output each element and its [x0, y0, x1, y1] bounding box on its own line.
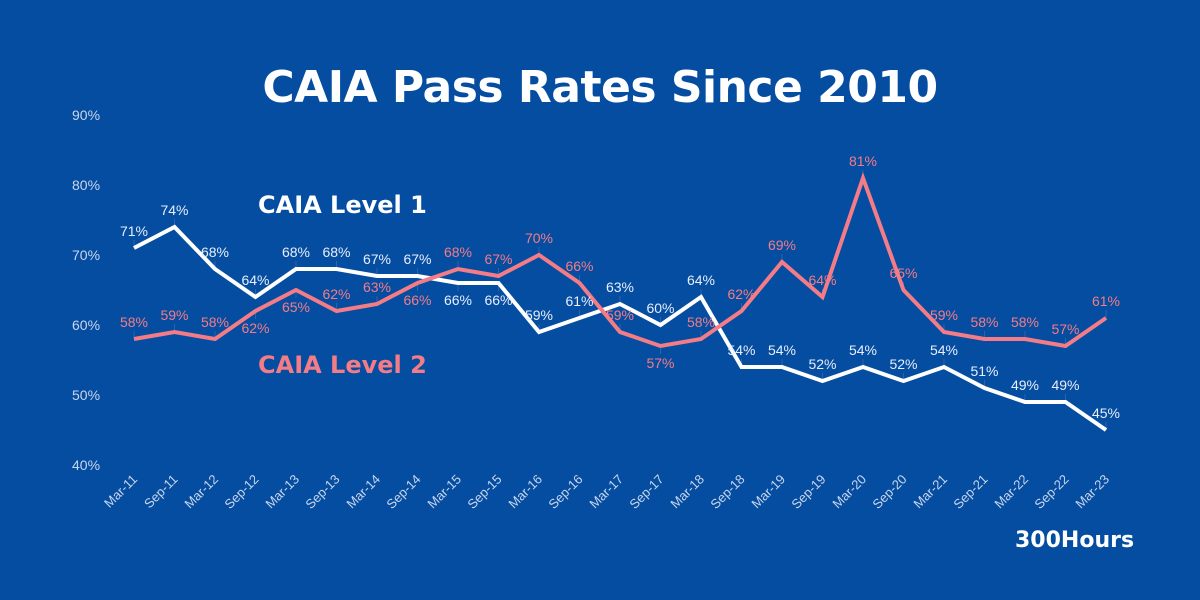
- x-tick-label: Sep-13: [302, 472, 342, 512]
- x-tick-label: Sep-20: [869, 472, 909, 512]
- data-label: 67%: [403, 251, 431, 267]
- data-label: 51%: [970, 363, 998, 379]
- data-label: 64%: [687, 272, 715, 288]
- data-label: 68%: [201, 244, 229, 260]
- data-label: 65%: [889, 265, 917, 281]
- x-tick-label: Mar-11: [101, 472, 140, 511]
- x-tick-label: Mar-14: [343, 472, 383, 512]
- x-tick-label: Sep-14: [383, 472, 423, 512]
- data-label: 54%: [930, 342, 958, 358]
- series-label-level-2: CAIA Level 2: [258, 351, 427, 379]
- data-label: 59%: [525, 307, 553, 323]
- data-label: 66%: [484, 292, 512, 308]
- data-label: 62%: [727, 286, 755, 302]
- data-label: 64%: [241, 272, 269, 288]
- data-label: 81%: [849, 153, 877, 169]
- x-tick-label: Mar-12: [181, 472, 221, 512]
- chart-title: CAIA Pass Rates Since 2010: [262, 62, 938, 113]
- data-label: 54%: [768, 342, 796, 358]
- x-tick-label: Sep-15: [464, 472, 504, 512]
- data-label: 58%: [201, 314, 229, 330]
- y-tick-label: 70%: [72, 247, 100, 263]
- data-label: 59%: [160, 307, 188, 323]
- x-tick-label: Mar-21: [910, 472, 950, 512]
- data-label: 62%: [241, 320, 269, 336]
- series-line-level-1: [133, 224, 1108, 432]
- data-label: 66%: [403, 292, 431, 308]
- data-label: 69%: [768, 237, 796, 253]
- x-tick-label: Mar-19: [748, 472, 788, 512]
- data-label: 71%: [120, 223, 148, 239]
- data-label: 49%: [1051, 377, 1079, 393]
- data-label: 58%: [120, 314, 148, 330]
- data-label: 54%: [727, 342, 755, 358]
- x-tick-label: Sep-11: [141, 472, 181, 512]
- x-tick-label: Mar-22: [991, 472, 1031, 512]
- data-label: 59%: [930, 307, 958, 323]
- data-label: 57%: [1051, 321, 1079, 337]
- x-tick-label: Mar-15: [424, 472, 464, 512]
- data-label: 65%: [282, 299, 310, 315]
- data-label: 58%: [1011, 314, 1039, 330]
- data-label: 64%: [808, 272, 836, 288]
- brand-logo: 300Hours: [1015, 528, 1135, 553]
- data-label: 45%: [1092, 405, 1120, 421]
- data-label: 67%: [363, 251, 391, 267]
- data-label: 52%: [889, 356, 917, 372]
- data-label: 62%: [322, 286, 350, 302]
- data-label: 60%: [646, 300, 674, 316]
- data-label: 66%: [565, 258, 593, 274]
- x-tick-label: Mar-16: [505, 472, 545, 512]
- y-tick-label: 60%: [72, 317, 100, 333]
- y-tick-label: 80%: [72, 177, 100, 193]
- x-tick-label: Mar-23: [1072, 472, 1112, 512]
- data-label: 52%: [808, 356, 836, 372]
- series-line-level-2: [133, 171, 1108, 349]
- series-label-level-1: CAIA Level 1: [258, 191, 427, 219]
- data-label: 58%: [687, 314, 715, 330]
- x-tick-label: Mar-17: [586, 472, 626, 512]
- data-label: 63%: [606, 279, 634, 295]
- x-tick-label: Sep-17: [626, 472, 666, 512]
- data-label: 74%: [160, 202, 188, 218]
- x-tick-label: Sep-12: [221, 472, 261, 512]
- x-tick-label: Mar-13: [262, 472, 302, 512]
- data-label: 66%: [444, 292, 472, 308]
- x-tick-label: Mar-18: [667, 472, 707, 512]
- data-label: 54%: [849, 342, 877, 358]
- data-label: 63%: [363, 279, 391, 295]
- data-label: 68%: [282, 244, 310, 260]
- data-label: 68%: [444, 244, 472, 260]
- data-label: 61%: [565, 293, 593, 309]
- x-tick-label: Sep-19: [788, 472, 828, 512]
- data-label: 57%: [646, 355, 674, 371]
- y-tick-label: 90%: [72, 107, 100, 123]
- data-label: 59%: [606, 307, 634, 323]
- data-label: 68%: [322, 244, 350, 260]
- data-label: 58%: [970, 314, 998, 330]
- data-label: 70%: [525, 230, 553, 246]
- x-tick-label: Sep-18: [707, 472, 747, 512]
- data-label: 49%: [1011, 377, 1039, 393]
- y-tick-label: 40%: [72, 457, 100, 473]
- data-label: 61%: [1092, 293, 1120, 309]
- y-tick-label: 50%: [72, 387, 100, 403]
- x-tick-label: Sep-16: [545, 472, 585, 512]
- x-tick-label: Mar-20: [829, 472, 869, 512]
- data-label: 67%: [484, 251, 512, 267]
- x-tick-label: Sep-22: [1031, 472, 1071, 512]
- x-tick-label: Sep-21: [950, 472, 990, 512]
